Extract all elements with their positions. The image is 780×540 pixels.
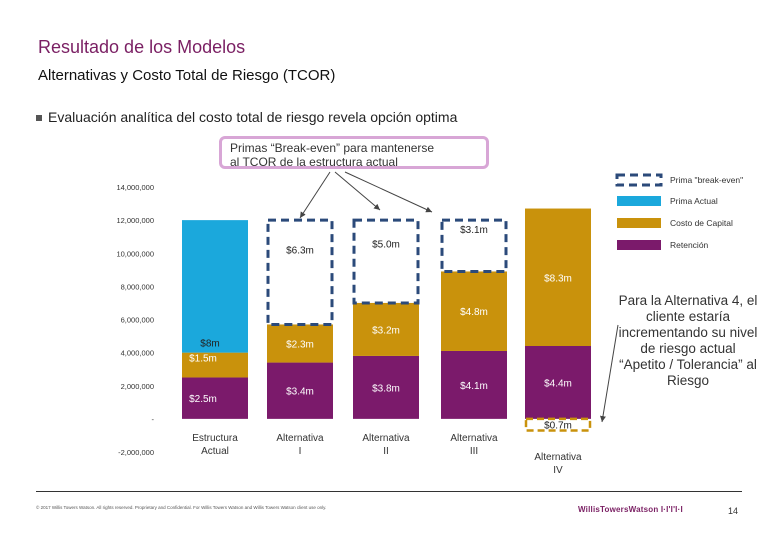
data-labels: $2.5m $1.5m $8m $3.4m $2.3m $6.3m $3.8m $3.2m $5… — [189, 225, 572, 432]
break-even-callout: Primas “Break-even” para mantenerse al T… — [219, 136, 489, 169]
y-tick-label: 8,000,000 — [121, 282, 154, 291]
page-subtitle: Alternativas y Costo Total de Riesgo (TC… — [38, 67, 336, 84]
y-tick-label: -2,000,000 — [118, 448, 154, 457]
label-break-even: $3.1m — [460, 225, 488, 236]
bar-retencion — [353, 355, 419, 419]
label-retencion: $2.5m — [189, 394, 217, 405]
y-tick-label: 2,000,000 — [121, 382, 154, 391]
bar-retencion — [441, 350, 507, 419]
legend-swatch — [617, 218, 661, 228]
bar-retencion — [525, 346, 591, 419]
alternativa-4-note: Para la Alternativa 4, el cliente estarí… — [618, 293, 758, 388]
bullet-point: Evaluación analítica del costo total de … — [36, 109, 457, 125]
category-label-line2: II — [383, 446, 389, 457]
callout-line-1: Primas “Break-even” para mantenerse — [230, 141, 435, 155]
page-title: Resultado de los Modelos — [38, 37, 246, 57]
label-costo-capital: $2.3m — [286, 340, 314, 351]
bar-costo-capital — [353, 302, 419, 356]
label-break-even: $6.3m — [286, 245, 314, 256]
bar-break-even-negative — [524, 417, 592, 432]
y-tick-label: 14,000,000 — [116, 183, 154, 192]
category-label-line1: Alternativa — [362, 433, 410, 444]
legend-swatch — [617, 240, 661, 250]
bars — [182, 208, 592, 432]
label-break-even: $0.7m — [544, 421, 572, 432]
legend-swatch — [617, 196, 661, 206]
bar-break-even — [352, 218, 420, 305]
category-label-line1: Estructura — [192, 433, 238, 444]
callout-arrows — [299, 171, 619, 423]
legend: Prima "break-even" Prima Actual Costo de C… — [615, 173, 743, 250]
y-tick-label: - — [152, 415, 155, 424]
label-retencion: $3.4m — [286, 387, 314, 398]
category-label-line2: III — [470, 446, 478, 457]
note-arrow — [600, 324, 619, 423]
label-retencion: $3.8m — [372, 383, 400, 394]
category-labels: Estructura Actual Alternativa I Alternativa I… — [192, 433, 582, 476]
category-label-line1: Alternativa — [534, 452, 582, 463]
category-label-line2: I — [299, 446, 302, 457]
y-tick-label: 6,000,000 — [121, 316, 154, 325]
bar-costo-capital — [525, 208, 591, 346]
bar-retencion — [267, 362, 333, 419]
legend-swatch-break-even — [615, 173, 663, 187]
label-retencion: $4.4m — [544, 378, 572, 389]
callout-arrow — [299, 171, 331, 219]
footer-divider — [36, 491, 742, 492]
label-retencion: $4.1m — [460, 381, 488, 392]
label-costo-capital: $3.2m — [372, 325, 400, 336]
bar-prima-actual — [182, 220, 248, 353]
bar-break-even — [440, 218, 508, 273]
label-costo-capital: $4.8m — [460, 307, 488, 318]
bullet-square-icon — [36, 115, 42, 122]
bar-break-even — [266, 218, 334, 326]
label-break-even: $5.0m — [372, 239, 400, 250]
y-tick-label: 10,000,000 — [116, 249, 154, 258]
bar-costo-capital — [441, 271, 507, 351]
category-label-line1: Alternativa — [450, 433, 498, 444]
category-label-line1: Alternativa — [276, 433, 324, 444]
legend-label: Costo de Capital — [670, 218, 733, 228]
legend-label: Retención — [670, 240, 709, 250]
bar-costo-capital — [267, 324, 333, 363]
callout-arrow — [334, 171, 381, 211]
legend-label: Prima "break-even" — [670, 175, 743, 185]
bar-costo-capital — [182, 352, 248, 378]
label-costo-capital: $8.3m — [544, 273, 572, 284]
category-label-line2: Actual — [201, 446, 229, 457]
y-tick-label: 12,000,000 — [116, 216, 154, 225]
category-label-line2: IV — [553, 465, 563, 476]
label-costo-capital: $1.5m — [189, 354, 217, 365]
y-axis: 14,000,000 12,000,000 10,000,000 8,000,000 6… — [116, 183, 154, 457]
callout-line-2: al TCOR de la estructura actual — [230, 155, 398, 169]
legend-label: Prima Actual — [670, 196, 718, 206]
bar-retencion — [182, 377, 248, 419]
footer-copyright: © 2017 Willis Towers Watson. All rights … — [36, 505, 327, 510]
page-number: 14 — [728, 506, 739, 516]
callout-arrow — [344, 171, 433, 213]
label-prima-actual: $8m — [200, 339, 219, 350]
willis-towers-watson-logo: WillisTowersWatson I·I'I'I·I — [578, 505, 683, 514]
bullet-text: Evaluación analítica del costo total de … — [48, 109, 458, 125]
y-tick-label: 4,000,000 — [121, 349, 154, 358]
